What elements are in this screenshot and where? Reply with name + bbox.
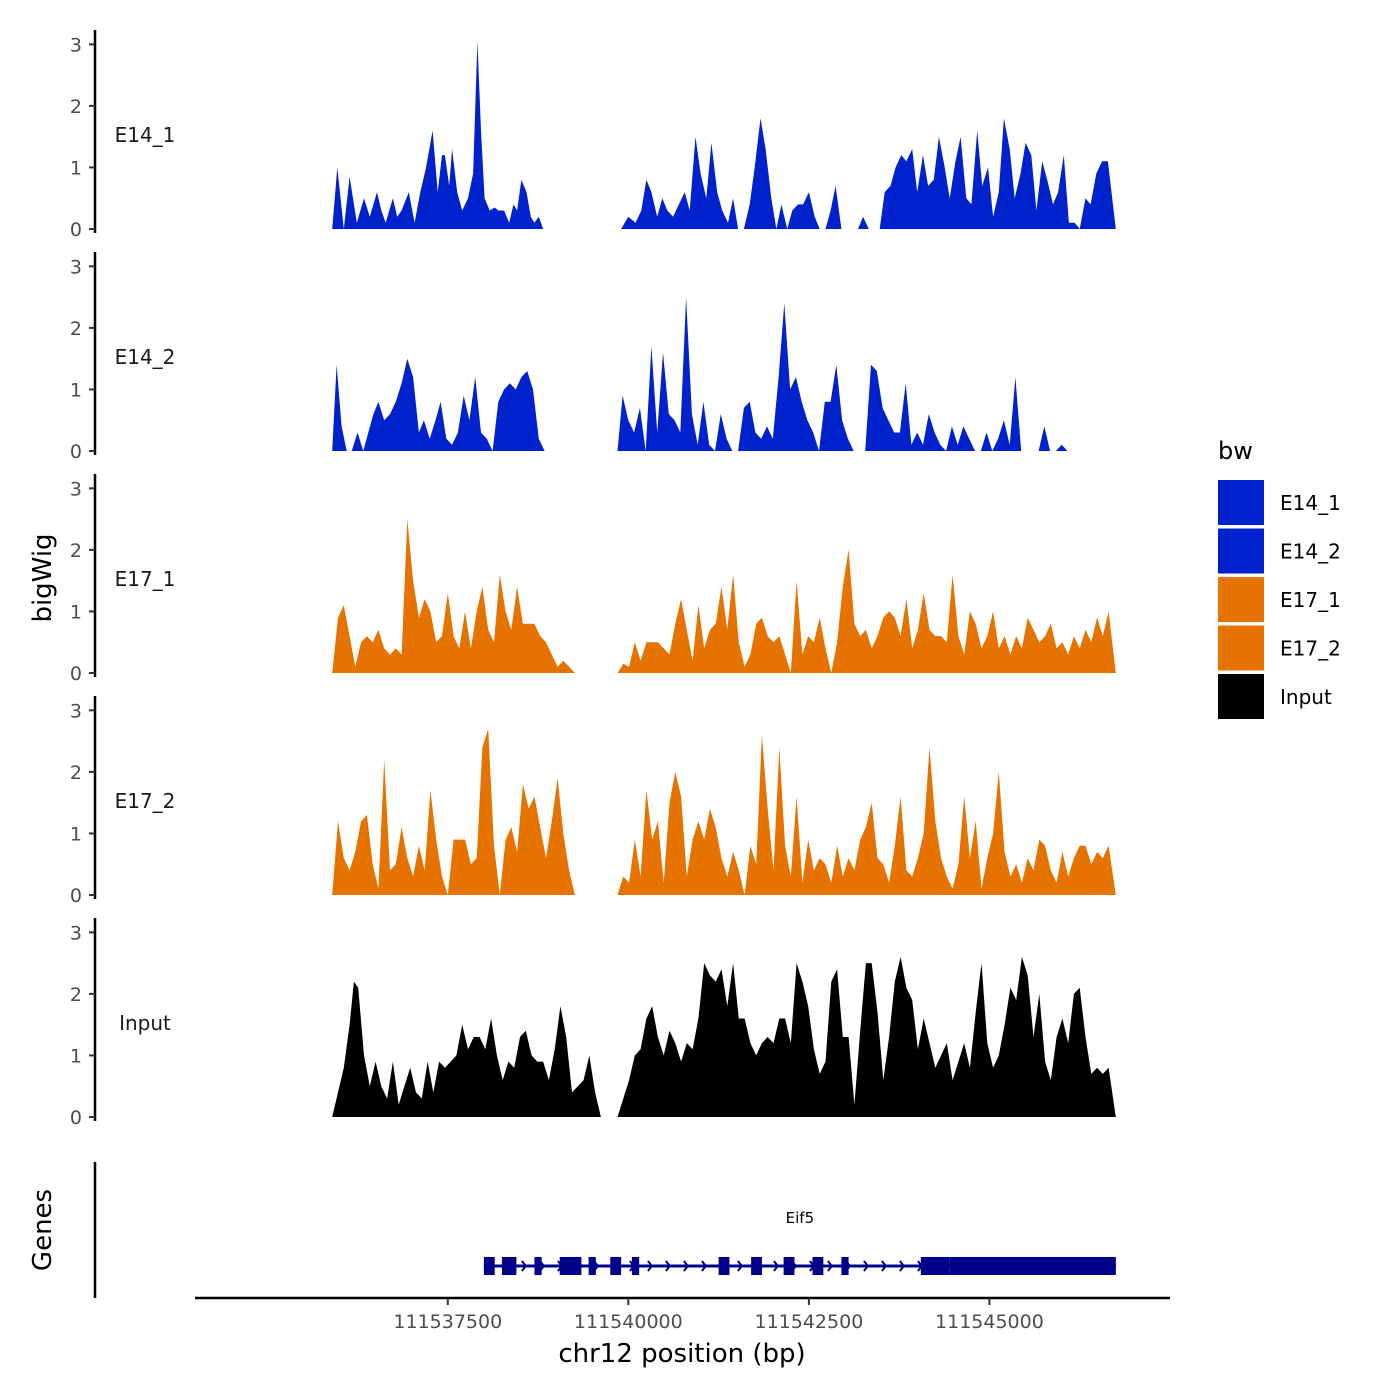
coverage-area-E14_2-1 (617, 297, 1116, 451)
panel-E17_2: 0 1 2 3 E17_2 (70, 696, 1116, 907)
legend-label-E17_1: E17_1 (1280, 588, 1341, 612)
panel-label-E17_2: E17_2 (115, 789, 176, 813)
y-tick-label: 3 (70, 256, 82, 278)
y-tick-label: 2 (70, 540, 82, 562)
gene-exon-7 (631, 1257, 640, 1275)
panel-label-E14_2: E14_2 (115, 345, 176, 369)
bigwig-panels: 0 1 2 3 E14_1 0 1 2 3 E14_2 0 1 2 3 E17_1 0 1 2 3 E17_2 0 1 2 3… (70, 30, 1116, 1129)
coverage-area-E14_1-1 (621, 118, 1116, 229)
y-tick-label: 1 (70, 157, 82, 179)
y-tick-label: 0 (70, 663, 82, 685)
y-tick-label: 3 (70, 34, 82, 56)
y-tick-label: 1 (70, 1045, 82, 1067)
strand-arrow (827, 1260, 834, 1272)
panel-label-E17_1: E17_1 (115, 567, 176, 591)
y-axis-title: bigWig (28, 533, 58, 622)
y-tick-label: 0 (70, 1107, 82, 1129)
legend-title: bw (1218, 437, 1253, 465)
y-tick-label: 1 (70, 601, 82, 623)
gene-exon-12 (841, 1257, 849, 1275)
panel-Input: 0 1 2 3 Input (70, 918, 1116, 1129)
legend-swatch-E17_1 (1218, 577, 1264, 622)
x-tick-label: 111542500 (754, 1311, 863, 1333)
y-tick-label: 2 (70, 984, 82, 1006)
strand-arrow (899, 1260, 906, 1272)
y-tick-label: 2 (70, 96, 82, 118)
strand-arrow (665, 1260, 672, 1272)
panel-E17_1: 0 1 2 3 E17_1 (70, 474, 1116, 685)
legend-swatch-Input (1218, 674, 1264, 719)
x-tick-label: 111537500 (393, 1311, 502, 1333)
gene-exon-10 (783, 1257, 795, 1275)
coverage-area-E17_2-0 (332, 728, 583, 895)
x-axis-title: chr12 position (bp) (558, 1339, 805, 1369)
gene-name-label: Eif5 (786, 1209, 814, 1227)
gene-exon-14 (949, 1257, 1116, 1275)
legend-label-E14_1: E14_1 (1280, 491, 1341, 515)
x-tick-label: 111540000 (574, 1311, 683, 1333)
coverage-area-E17_1-0 (332, 519, 583, 673)
strand-arrow (863, 1260, 870, 1272)
y-tick-label: 0 (70, 219, 82, 241)
strand-arrow (683, 1260, 690, 1272)
y-tick-label: 0 (70, 441, 82, 463)
strand-arrow (647, 1260, 654, 1272)
gene-exon-13 (920, 1257, 950, 1275)
y-tick-label: 3 (70, 700, 82, 722)
gene-exon-3 (534, 1257, 542, 1275)
y-tick-label: 2 (70, 762, 82, 784)
gene-exon-4 (559, 1257, 582, 1275)
strand-arrow (881, 1260, 888, 1272)
y-tick-label: 3 (70, 478, 82, 500)
legend-swatch-E17_2 (1218, 625, 1264, 671)
gene-exon-6 (610, 1257, 622, 1275)
y-tick-label: 1 (70, 379, 82, 401)
gene-exon-1 (483, 1257, 495, 1275)
gene-exon-8 (718, 1257, 730, 1275)
panel-E14_2: 0 1 2 3 E14_2 (70, 252, 1116, 463)
y-tick-label: 1 (70, 823, 82, 845)
coverage-area-E14_1-0 (332, 41, 584, 230)
panel-label-E14_1: E14_1 (115, 123, 176, 147)
gene-exon-5 (588, 1257, 596, 1275)
genes-track-label: Genes (28, 1189, 58, 1271)
legend-label-Input: Input (1280, 685, 1332, 709)
strand-arrow (701, 1260, 708, 1272)
strand-arrow (773, 1260, 780, 1272)
legend-entries: E14_1 E14_2 E17_1 E17_2 Input (1218, 480, 1341, 719)
x-tick-label: 111545000 (935, 1311, 1044, 1333)
y-tick-label: 2 (70, 318, 82, 340)
x-axis: 111537500 111540000 111542500 111545000 chr… (195, 1296, 1170, 1369)
genes-track: Genes Eif5 (28, 1162, 1116, 1298)
coverage-area-E17_1-1 (617, 549, 1116, 673)
coverage-area-Input-0 (332, 981, 601, 1117)
legend-swatch-E14_1 (1218, 480, 1264, 525)
legend: bw E14_1 E14_2 E17_1 E17_2 Input (1218, 437, 1341, 719)
panel-label-Input: Input (119, 1011, 171, 1035)
gene-exon-9 (751, 1257, 762, 1275)
strand-arrow (737, 1260, 744, 1272)
y-tick-label: 0 (70, 885, 82, 907)
x-axis-ticks: 111537500 111540000 111542500 111545000 (393, 1298, 1044, 1333)
strand-arrow (521, 1260, 528, 1272)
legend-label-E14_2: E14_2 (1280, 540, 1341, 564)
coverage-area-E17_2-1 (617, 734, 1116, 895)
legend-swatch-E14_2 (1218, 528, 1264, 574)
coverage-area-Input-1 (617, 956, 1116, 1117)
gene-exon-2 (501, 1257, 517, 1275)
y-tick-label: 3 (70, 922, 82, 944)
gene-exon-11 (812, 1257, 824, 1275)
legend-label-E17_2: E17_2 (1280, 637, 1341, 661)
panel-E14_1: 0 1 2 3 E14_1 (70, 30, 1116, 241)
gene-model (483, 1257, 1116, 1275)
coverage-area-E14_2-0 (332, 358, 574, 451)
